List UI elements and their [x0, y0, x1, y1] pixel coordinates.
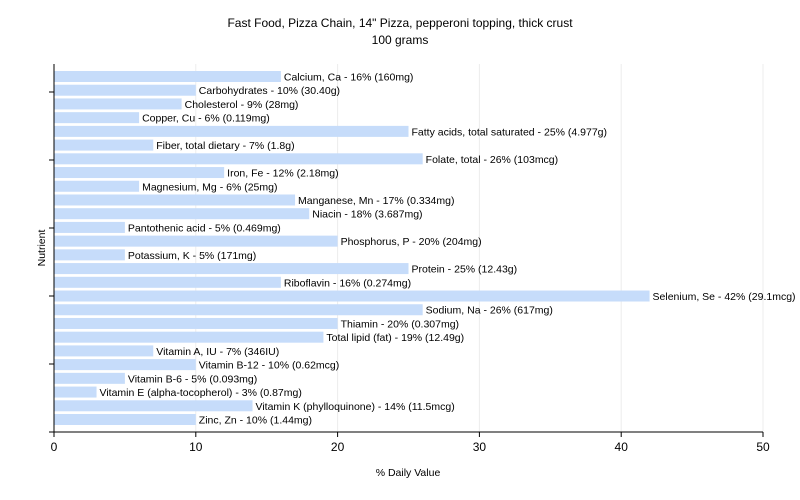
- bar: [54, 180, 140, 192]
- x-tick-label: 0: [51, 440, 58, 454]
- bar: [54, 263, 409, 275]
- chart-subtitle: 100 grams: [371, 33, 429, 47]
- bar-label: Sodium, Na - 26% (617mg): [426, 305, 553, 317]
- bar: [54, 249, 125, 261]
- bar: [54, 125, 409, 137]
- bar: [54, 372, 125, 384]
- bar-label: Thiamin - 20% (0.307mg): [341, 318, 459, 330]
- bar: [54, 98, 182, 110]
- bar-label: Pantothenic acid - 5% (0.469mg): [128, 222, 281, 234]
- bar: [54, 400, 253, 412]
- bar: [54, 208, 310, 220]
- bar-label: Copper, Cu - 6% (0.119mg): [142, 113, 270, 125]
- bar: [54, 71, 281, 82]
- bar: [54, 153, 423, 165]
- bar-label: Cholesterol - 9% (28mg): [185, 99, 299, 111]
- bar: [54, 331, 324, 343]
- x-tick-label: 40: [615, 440, 629, 454]
- bar: [54, 84, 196, 96]
- bar-label: Magnesium, Mg - 6% (25mg): [142, 181, 277, 193]
- bar: [54, 317, 338, 329]
- x-tick-label: 30: [473, 440, 487, 454]
- bar-label: Protein - 25% (12.43g): [412, 264, 518, 276]
- bar-label: Fiber, total dietary - 7% (1.8g): [156, 140, 294, 152]
- chart-title: Fast Food, Pizza Chain, 14" Pizza, peppe…: [227, 16, 573, 30]
- bar: [54, 221, 125, 233]
- bar: [54, 359, 196, 371]
- bar-label: Carbohydrates - 10% (30.40g): [199, 85, 340, 97]
- axes: 0 10 20 30 40 50: [49, 64, 770, 454]
- bar: [54, 304, 423, 316]
- bar-label: Vitamin K (phylloquinone) - 14% (11.5mcg…: [256, 401, 455, 413]
- bar: [54, 167, 225, 179]
- x-tick-label: 20: [331, 440, 345, 454]
- bar-label: Vitamin A, IU - 7% (346IU): [156, 346, 279, 358]
- bar: [54, 276, 281, 288]
- bar-label: Iron, Fe - 12% (2.18mg): [227, 168, 338, 180]
- bar: [54, 290, 650, 302]
- bar-label: Vitamin B-12 - 10% (0.62mcg): [199, 360, 339, 372]
- bar-label: Potassium, K - 5% (171mg): [128, 250, 256, 262]
- bar-label: Folate, total - 26% (103mcg): [426, 154, 558, 166]
- bar: [54, 345, 154, 357]
- bar: [54, 139, 154, 151]
- bar-label: Zinc, Zn - 10% (1.44mg): [199, 415, 312, 427]
- bar-label: Riboflavin - 16% (0.274mg): [284, 277, 411, 289]
- bar: [54, 112, 140, 124]
- bar-label: Niacin - 18% (3.687mg): [312, 209, 422, 221]
- bar: [54, 194, 296, 206]
- bar-label: Vitamin B-6 - 5% (0.093mg): [128, 373, 257, 385]
- bar-label: Total lipid (fat) - 19% (12.49g): [326, 332, 464, 344]
- y-axis-title: Nutrient: [36, 230, 48, 267]
- bar: [54, 386, 97, 398]
- bars: [54, 71, 650, 425]
- x-axis-title: % Daily Value: [376, 467, 441, 479]
- bar-labels: Calcium, Ca - 16% (160mg)Carbohydrates -…: [100, 72, 796, 427]
- x-tick-label: 10: [189, 440, 203, 454]
- grid-lines: [195, 64, 764, 432]
- bar-label: Vitamin E (alpha-tocopherol) - 3% (0.87m…: [100, 387, 302, 399]
- bar: [54, 235, 338, 247]
- bar-label: Fatty acids, total saturated - 25% (4.97…: [412, 126, 608, 138]
- bar-label: Phosphorus, P - 20% (204mg): [341, 236, 482, 248]
- bar-label: Manganese, Mn - 17% (0.334mg): [298, 195, 454, 207]
- bar-label: Selenium, Se - 42% (29.1mcg): [653, 291, 796, 303]
- bar-label: Calcium, Ca - 16% (160mg): [284, 72, 414, 84]
- bar: [54, 414, 196, 425]
- x-tick-label: 50: [756, 440, 770, 454]
